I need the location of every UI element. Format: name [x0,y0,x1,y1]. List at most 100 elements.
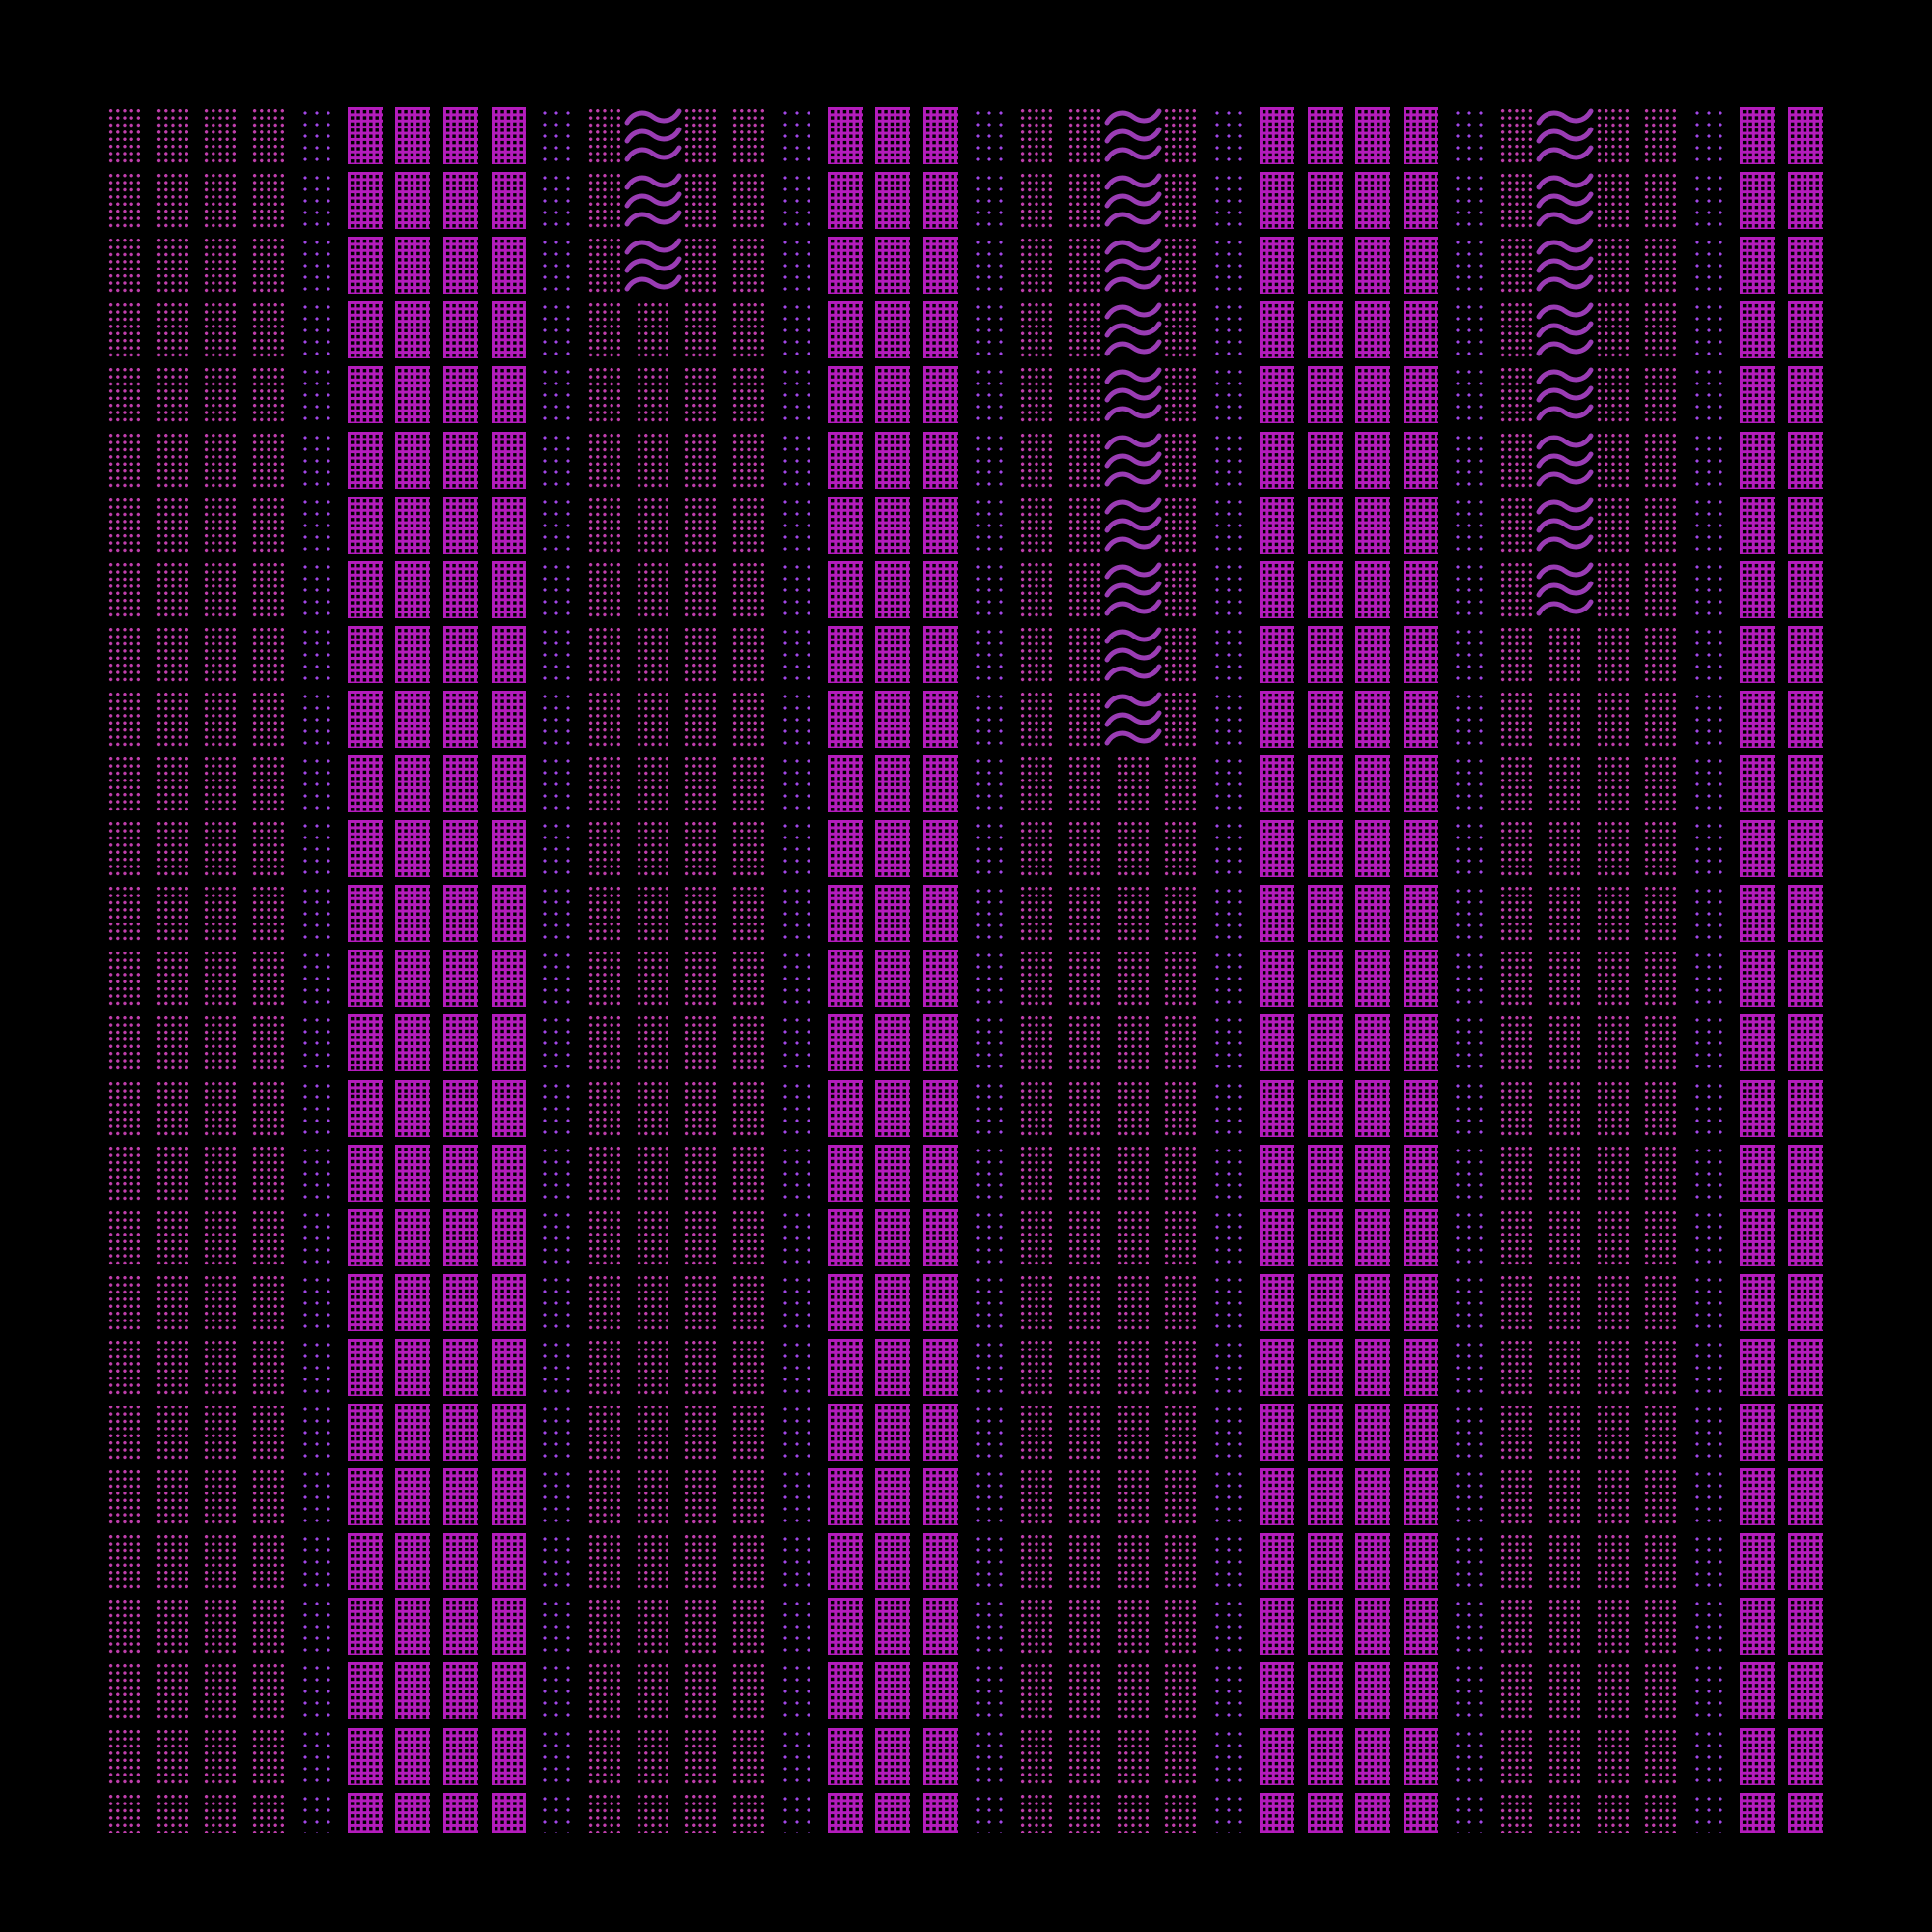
tile-sparse-purple-dot-tile [298,950,334,1008]
tile-solid-magenta-perforated-tile [1787,625,1823,683]
tile-pink-dot-tile [1067,172,1102,230]
tile-pink-dot-tile [587,1338,622,1396]
tile-solid-magenta-perforated-tile [1403,1079,1438,1137]
tile-sparse-purple-dot-tile [1451,1338,1487,1396]
tile-pink-dot-tile [1643,1468,1679,1526]
tile-pink-dot-tile [587,950,622,1008]
tile-pink-dot-tile [107,1727,142,1785]
tile-solid-magenta-perforated-tile [1787,1662,1823,1720]
tile-solid-magenta-perforated-tile [1355,1598,1391,1656]
tile-sparse-purple-dot-tile [971,496,1007,554]
tile-pink-dot-tile [683,366,719,424]
tile-pink-dot-tile [155,1533,190,1591]
tile-sparse-purple-dot-tile [1211,172,1247,230]
tile-pink-dot-tile [1067,1014,1102,1072]
tile-pink-dot-tile [1499,301,1535,359]
tile-pink-dot-tile [683,1208,719,1266]
wave-icon [624,238,682,292]
tile-solid-magenta-perforated-tile [923,237,958,295]
tile-pink-dot-tile [1499,625,1535,683]
tile-sparse-purple-dot-tile [1211,1792,1247,1833]
tile-sparse-purple-dot-tile [1691,1468,1727,1526]
tile-solid-magenta-perforated-tile [395,237,431,295]
tile-sparse-purple-dot-tile [779,1338,814,1396]
tile-pink-dot-tile [203,1273,239,1331]
tile-pink-dot-tile [251,1208,287,1266]
tile-pink-dot-tile [635,1404,670,1461]
tile-pink-dot-tile [1163,366,1199,424]
tile-sparse-purple-dot-tile [539,755,575,812]
tile-solid-magenta-perforated-tile [1739,690,1775,748]
tile-sparse-purple-dot-tile [779,301,814,359]
tile-solid-magenta-perforated-tile [491,1208,526,1266]
tile-sparse-purple-dot-tile [1691,1792,1727,1833]
tile-pink-dot-tile [1499,690,1535,748]
tile-solid-magenta-perforated-tile [1739,1662,1775,1720]
wave-tile [624,172,682,229]
tile-pink-dot-tile [1019,625,1055,683]
tile-sparse-purple-dot-tile [1451,1598,1487,1656]
tile-sparse-purple-dot-tile [539,431,575,489]
tile-solid-magenta-perforated-tile [875,1598,911,1656]
tile-solid-magenta-perforated-tile [1403,1014,1438,1072]
tile-pink-dot-tile [1595,820,1631,878]
tile-solid-magenta-perforated-tile [1739,1404,1775,1461]
tile-pink-dot-tile [1595,690,1631,748]
tile-solid-magenta-perforated-tile [347,1792,383,1833]
tile-solid-magenta-perforated-tile [1307,237,1343,295]
tile-sparse-purple-dot-tile [779,1662,814,1720]
tile-solid-magenta-perforated-tile [442,1468,478,1526]
tile-pink-dot-tile [1548,625,1582,683]
wave-tile [1536,172,1594,229]
tile-sparse-purple-dot-tile [779,1014,814,1072]
tile-pink-dot-tile [1115,1727,1151,1785]
tile-solid-magenta-perforated-tile [1307,366,1343,424]
tile-pink-dot-tile [731,172,767,230]
tile-sparse-purple-dot-tile [1211,366,1247,424]
tile-solid-magenta-perforated-tile [1259,1727,1294,1785]
tile-pink-dot-tile [1499,1208,1535,1266]
tile-sparse-purple-dot-tile [298,1208,334,1266]
tile-pink-dot-tile [155,366,190,424]
tile-sparse-purple-dot-tile [971,1144,1007,1202]
wave-tile [1104,691,1162,748]
tile-solid-magenta-perforated-tile [1307,950,1343,1008]
tile-solid-magenta-perforated-tile [395,301,431,359]
tile-solid-magenta-perforated-tile [1787,1208,1823,1266]
tile-pink-dot-tile [1163,1727,1199,1785]
tile-solid-magenta-perforated-tile [1307,496,1343,554]
tile-sparse-purple-dot-tile [539,1208,575,1266]
tile-pink-dot-tile [587,1727,622,1785]
tile-solid-magenta-perforated-tile [1355,820,1391,878]
tile-pink-dot-tile [1643,1144,1679,1202]
tile-pink-dot-tile [1643,755,1679,812]
tile-sparse-purple-dot-tile [1451,431,1487,489]
tile-pink-dot-tile [107,560,142,618]
tile-sparse-purple-dot-tile [779,1727,814,1785]
tile-sparse-purple-dot-tile [539,1079,575,1137]
tile-pink-dot-tile [1067,431,1102,489]
tile-pink-dot-tile [635,366,670,424]
tile-pink-dot-tile [1499,1338,1535,1396]
tile-solid-magenta-perforated-tile [1739,496,1775,554]
tile-solid-magenta-perforated-tile [491,1468,526,1526]
tile-sparse-purple-dot-tile [298,820,334,878]
tile-pink-dot-tile [1067,950,1102,1008]
tile-solid-magenta-perforated-tile [923,1598,958,1656]
tile-solid-magenta-perforated-tile [1739,820,1775,878]
tile-solid-magenta-perforated-tile [1739,237,1775,295]
tile-solid-magenta-perforated-tile [1307,1338,1343,1396]
tile-solid-magenta-perforated-tile [923,1273,958,1331]
wave-icon [624,108,682,162]
tile-solid-magenta-perforated-tile [442,1273,478,1331]
tile-pink-dot-tile [731,755,767,812]
tile-pink-dot-tile [251,301,287,359]
tile-pink-dot-tile [155,172,190,230]
tile-solid-magenta-perforated-tile [1307,1598,1343,1656]
tile-solid-magenta-perforated-tile [827,625,863,683]
tile-solid-magenta-perforated-tile [827,755,863,812]
tile-sparse-purple-dot-tile [1691,496,1727,554]
tile-solid-magenta-perforated-tile [395,625,431,683]
tile-pink-dot-tile [1019,237,1055,295]
tile-solid-magenta-perforated-tile [1259,1144,1294,1202]
